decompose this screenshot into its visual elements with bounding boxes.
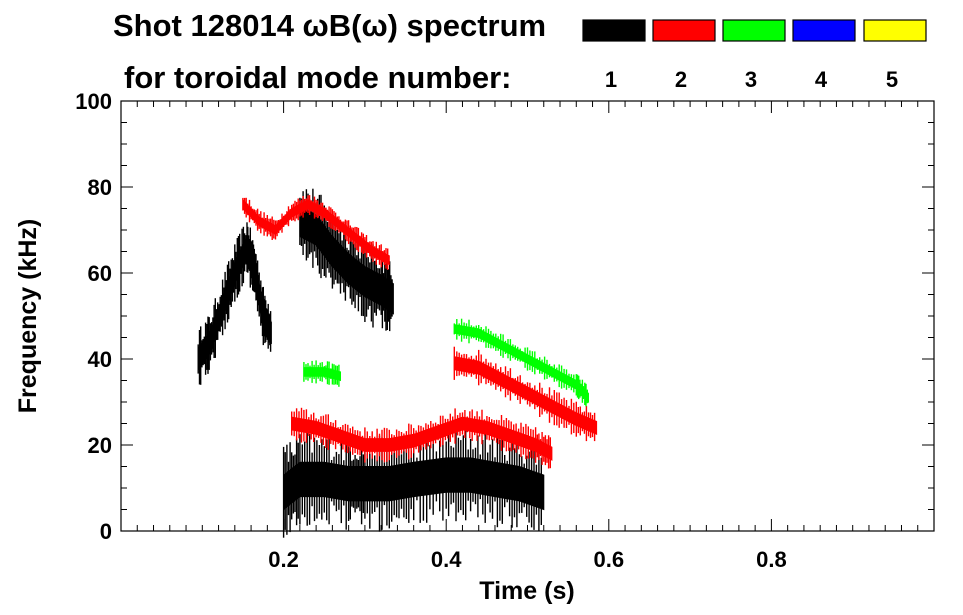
legend-swatch-mode-1: [582, 19, 646, 42]
series-3-7: [303, 360, 341, 387]
x-tick-label: 0.6: [594, 547, 625, 572]
x-tick-label: 0.4: [431, 547, 462, 572]
legend-swatch-mode-2: [652, 19, 716, 42]
axes: 0 20 40 60 80 100 0.2 0.4 0.6 0.8: [75, 89, 935, 572]
x-tick-label: 0.8: [756, 547, 787, 572]
legend-label-mode-1: 1: [605, 67, 617, 92]
y-tick-label: 0: [100, 519, 112, 544]
y-tick-label: 20: [88, 433, 112, 458]
series-3-6: [453, 318, 589, 407]
y-tick-label: 100: [75, 89, 112, 114]
plot-frame: [120, 100, 935, 532]
legend-label-mode-4: 4: [815, 67, 828, 92]
mode-legend: 1 2 3 4 5: [582, 19, 927, 92]
legend-label-mode-5: 5: [886, 67, 898, 92]
y-tick-label: 80: [88, 175, 112, 200]
series-band: [453, 324, 589, 404]
legend-swatch-mode-4: [792, 19, 856, 42]
chart-title-line1: Shot 128014 ωB(ω) spectrum: [113, 8, 546, 43]
legend-swatch-mode-3: [722, 19, 786, 42]
chart-title-line2: for toroidal mode number:: [124, 60, 512, 95]
spectrum-data: [197, 188, 598, 538]
y-tick-label: 40: [88, 347, 112, 372]
y-axis-label: Frequency (kHz): [14, 219, 42, 413]
legend-label-mode-2: 2: [675, 67, 687, 92]
legend-swatch-mode-5: [863, 19, 927, 42]
series-2-3: [242, 195, 390, 270]
x-axis-label: Time (s): [479, 577, 574, 605]
y-tick-label: 60: [88, 261, 112, 286]
series-2-4: [291, 407, 553, 469]
series-2-5: [453, 346, 598, 442]
series-1-0: [197, 222, 272, 385]
x-tick-label: 0.2: [268, 547, 299, 572]
legend-label-mode-3: 3: [745, 67, 757, 92]
